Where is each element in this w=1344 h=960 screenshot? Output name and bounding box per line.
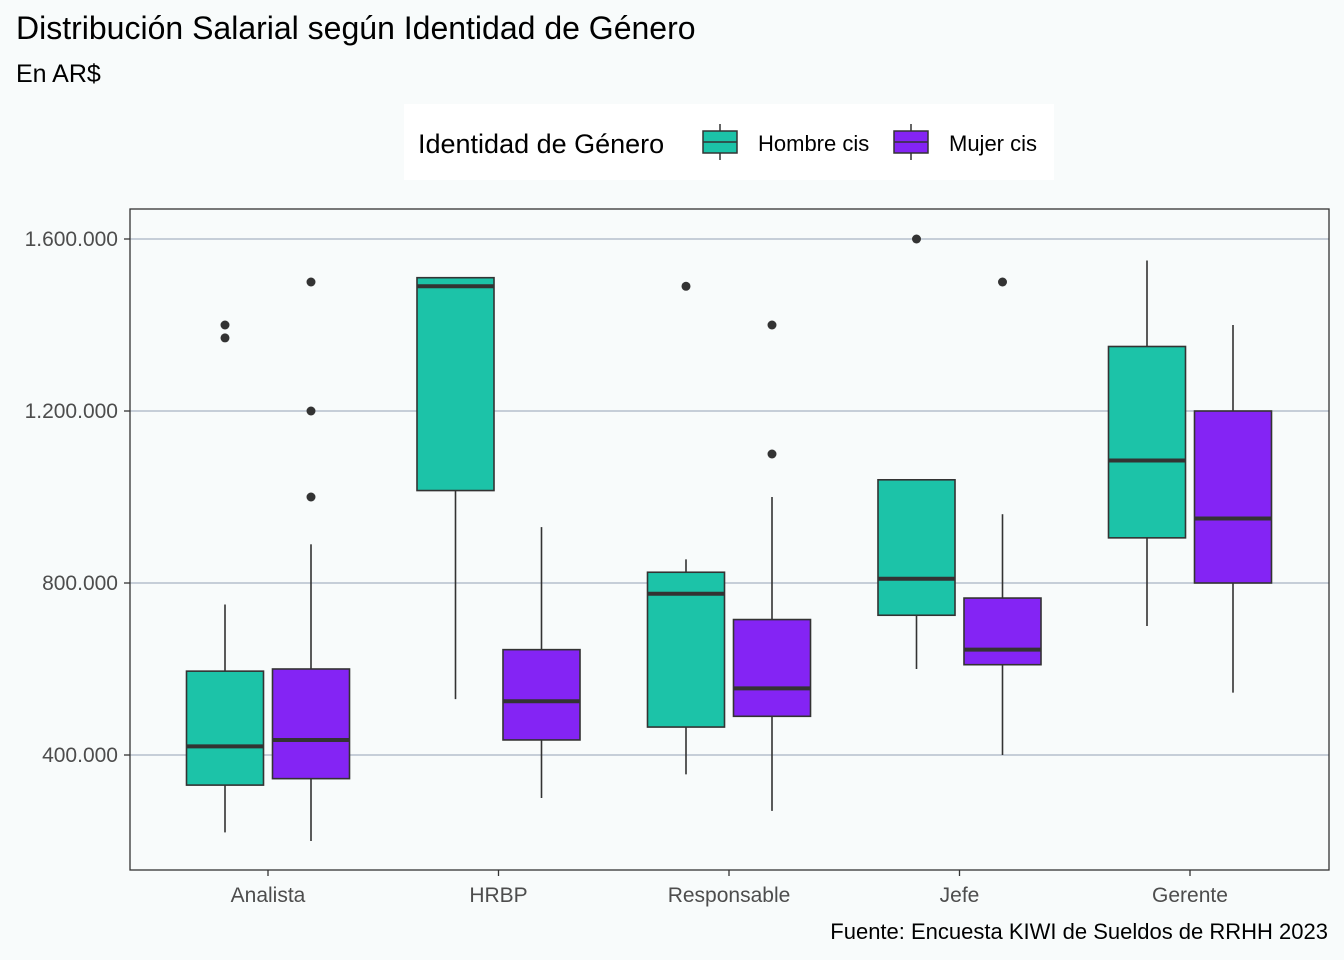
outlier-hombre-cis-analista-0 [220, 333, 230, 343]
box-hombre-cis-analista [185, 670, 265, 786]
x-tick-label-analista: Analista [231, 884, 306, 907]
y-tick-label-1: 800.000 [42, 572, 118, 595]
box-mujer-cis-gerente [1193, 410, 1273, 584]
y-tick-label-0: 400.000 [42, 744, 118, 767]
outlier-mujer-cis-analista-2 [306, 277, 316, 287]
outlier-hombre-cis-jefe-0 [912, 234, 921, 244]
outlier-mujer-cis-analista-1 [306, 406, 316, 416]
chart-caption: Fuente: Encuesta KIWI de Sueldos de RRHH… [830, 919, 1328, 944]
outlier-hombre-cis-responsable-0 [681, 281, 691, 291]
x-tick-label-hrbp: HRBP [469, 884, 527, 907]
box-hombre-cis-jefe [877, 478, 956, 617]
box-mujer-cis-hrbp [502, 648, 581, 741]
outlier-hombre-cis-analista-1 [220, 320, 230, 330]
box-hombre-cis-hrbp [416, 276, 495, 492]
box-mujer-cis-analista [271, 668, 351, 780]
outlier-mujer-cis-jefe-0 [998, 277, 1007, 287]
box-mujer-cis-responsable [732, 618, 812, 718]
box-mujer-cis-jefe [963, 597, 1042, 666]
box-hombre-cis-responsable [646, 571, 726, 728]
box-hombre-cis-gerente [1107, 345, 1187, 539]
chart-title: Distribución Salarial según Identidad de… [16, 10, 696, 46]
y-tick-label-2: 1.200.000 [25, 400, 118, 423]
legend-label-mujer-cis: Mujer cis [949, 131, 1038, 156]
legend: Identidad de Género Hombre cis Mujer cis [404, 104, 1054, 180]
outlier-mujer-cis-analista-0 [306, 492, 316, 502]
legend-key-mujer-cis [893, 124, 929, 160]
x-tick-label-gerente: Gerente [1152, 884, 1228, 907]
chart-subtitle: En AR$ [16, 60, 101, 88]
outlier-mujer-cis-responsable-0 [767, 449, 777, 459]
outlier-mujer-cis-responsable-1 [767, 320, 777, 330]
x-tick-label-jefe: Jefe [940, 884, 980, 907]
legend-key-hombre-cis [702, 124, 738, 160]
y-tick-label-3: 1.600.000 [25, 228, 118, 251]
x-tick-label-responsable: Responsable [668, 884, 791, 907]
legend-label-hombre-cis: Hombre cis [758, 131, 870, 156]
legend-title: Identidad de Género [418, 129, 665, 159]
